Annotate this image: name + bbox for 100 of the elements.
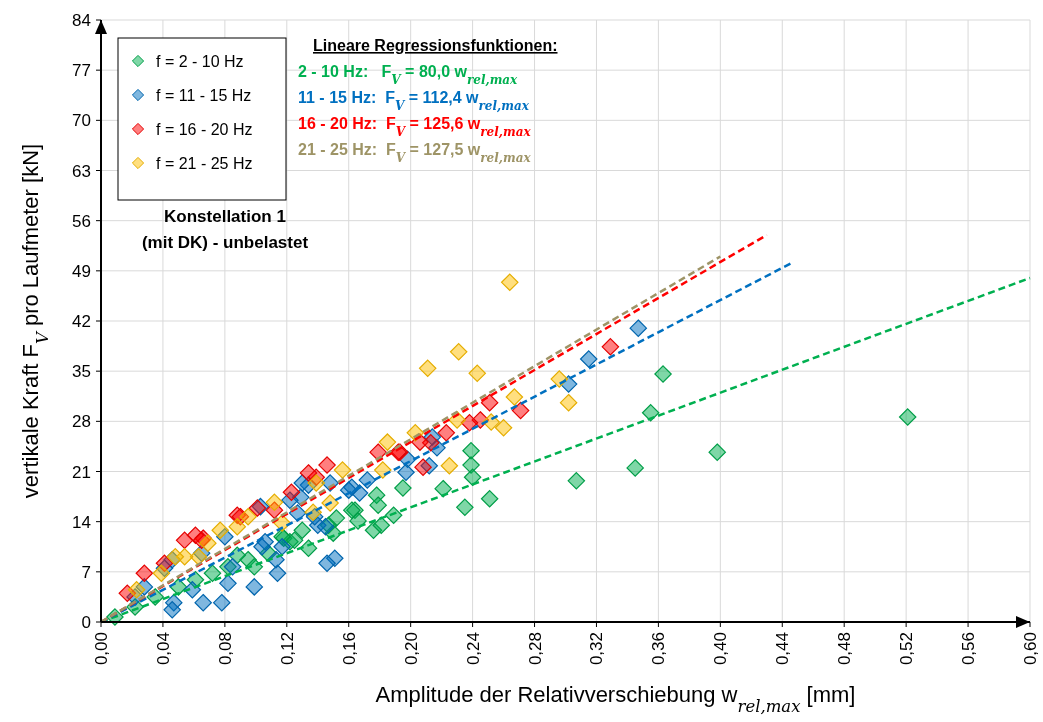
point xyxy=(203,564,222,583)
point xyxy=(468,364,487,383)
y-tick-label: 0 xyxy=(81,613,91,632)
point xyxy=(394,479,412,497)
point xyxy=(318,554,336,572)
y-tick-label: 84 xyxy=(72,11,91,30)
y-tick-label: 77 xyxy=(72,61,91,81)
point xyxy=(511,401,530,420)
point xyxy=(211,521,229,540)
point xyxy=(463,468,482,486)
point xyxy=(898,408,917,426)
point xyxy=(462,456,480,474)
point xyxy=(418,359,437,378)
point xyxy=(480,393,499,412)
point xyxy=(163,601,181,619)
point xyxy=(293,521,312,540)
point xyxy=(626,459,644,477)
legend-label: f = 11 - 15 Hz xyxy=(156,87,252,104)
y-tick-label: 21 xyxy=(72,462,91,482)
point xyxy=(299,464,318,482)
point xyxy=(601,338,620,356)
point xyxy=(437,424,456,442)
point xyxy=(228,517,247,536)
point xyxy=(372,516,391,535)
y-tick-label: 35 xyxy=(72,362,91,382)
point xyxy=(494,419,513,437)
y-tick-label: 7 xyxy=(81,562,91,582)
y-tick-label: 70 xyxy=(72,111,91,131)
x-tick-label: 0,12 xyxy=(277,632,297,666)
point xyxy=(449,343,468,361)
point xyxy=(219,574,237,593)
y-tick-label: 56 xyxy=(72,211,91,231)
x-tick-label: 0,36 xyxy=(649,632,669,666)
x-tick-label: 0,60 xyxy=(1021,632,1040,666)
point xyxy=(505,388,524,406)
point xyxy=(199,534,217,552)
point xyxy=(239,507,257,526)
x-tick-label: 0,32 xyxy=(587,632,607,666)
point xyxy=(641,403,660,422)
point xyxy=(414,458,432,476)
x-tick-label: 0,08 xyxy=(215,632,235,666)
annotation: 16 - 20 Hz: F$_{V}$ = 125,6 w$_{rel,max}$ xyxy=(298,115,532,139)
x-tick-label: 0,52 xyxy=(897,632,917,666)
annotation: Konstellation 1 xyxy=(164,207,286,226)
point xyxy=(397,463,415,481)
point xyxy=(378,433,397,451)
x-axis-title: Amplitude der Relativverschiebung w$_{rel,max}$ [mm] xyxy=(375,682,856,716)
annotation: (mit DK) - unbelastet xyxy=(141,233,309,252)
point xyxy=(567,472,586,490)
x-tick-label: 0,16 xyxy=(339,632,359,666)
point xyxy=(654,365,672,383)
x-tick-label: 0,44 xyxy=(773,632,793,666)
point xyxy=(318,456,336,474)
annotation: 21 - 25 Hz: F$_{V}$ = 127,5 w$_{rel,max}$ xyxy=(298,141,532,165)
point xyxy=(285,531,304,550)
point xyxy=(708,443,726,461)
point xyxy=(349,512,367,530)
point xyxy=(559,393,578,412)
x-tick-label: 0,48 xyxy=(835,632,855,666)
point xyxy=(265,493,284,512)
point xyxy=(307,474,325,492)
x-tick-label: 0,56 xyxy=(959,632,979,666)
point xyxy=(213,593,231,612)
point xyxy=(245,578,264,596)
point xyxy=(374,461,392,479)
point xyxy=(223,558,242,576)
annotation: 11 - 15 Hz: F$_{V}$ = 112,4 w$_{rel,max}$ xyxy=(298,89,530,113)
point xyxy=(194,593,212,612)
annotation: Lineare Regressionsfunktionen: xyxy=(313,37,558,54)
annotation: 2 - 10 Hz: F$_{V}$ = 80,0 w$_{rel,max}$ xyxy=(298,63,519,87)
point xyxy=(152,564,171,583)
point xyxy=(268,564,287,583)
y-tick-label: 28 xyxy=(72,412,91,432)
point xyxy=(434,479,452,498)
y-tick-label: 63 xyxy=(72,161,91,181)
point xyxy=(369,443,387,461)
point xyxy=(253,537,271,556)
point xyxy=(456,498,474,517)
x-tick-label: 0,24 xyxy=(463,632,483,666)
point xyxy=(579,350,598,368)
point xyxy=(440,457,459,475)
x-tick-label: 0,28 xyxy=(525,632,545,666)
point xyxy=(629,319,648,337)
x-tick-label: 0,00 xyxy=(92,632,111,666)
point xyxy=(135,564,154,583)
y-tick-label: 14 xyxy=(72,512,91,532)
point xyxy=(282,483,301,502)
y-tick-label: 49 xyxy=(72,261,91,281)
legend-label: f = 21 - 25 Hz xyxy=(156,155,253,172)
x-tick-label: 0,04 xyxy=(153,632,173,666)
point xyxy=(460,414,479,432)
point xyxy=(462,441,480,460)
point xyxy=(333,461,352,479)
legend-label: f = 2 - 10 Hz xyxy=(156,53,244,70)
x-tick-label: 0,20 xyxy=(401,632,421,666)
point xyxy=(501,273,519,292)
x-tick-label: 0,40 xyxy=(711,632,731,666)
point xyxy=(369,496,387,514)
legend-label: f = 16 - 20 Hz xyxy=(156,121,253,138)
point xyxy=(175,531,194,550)
